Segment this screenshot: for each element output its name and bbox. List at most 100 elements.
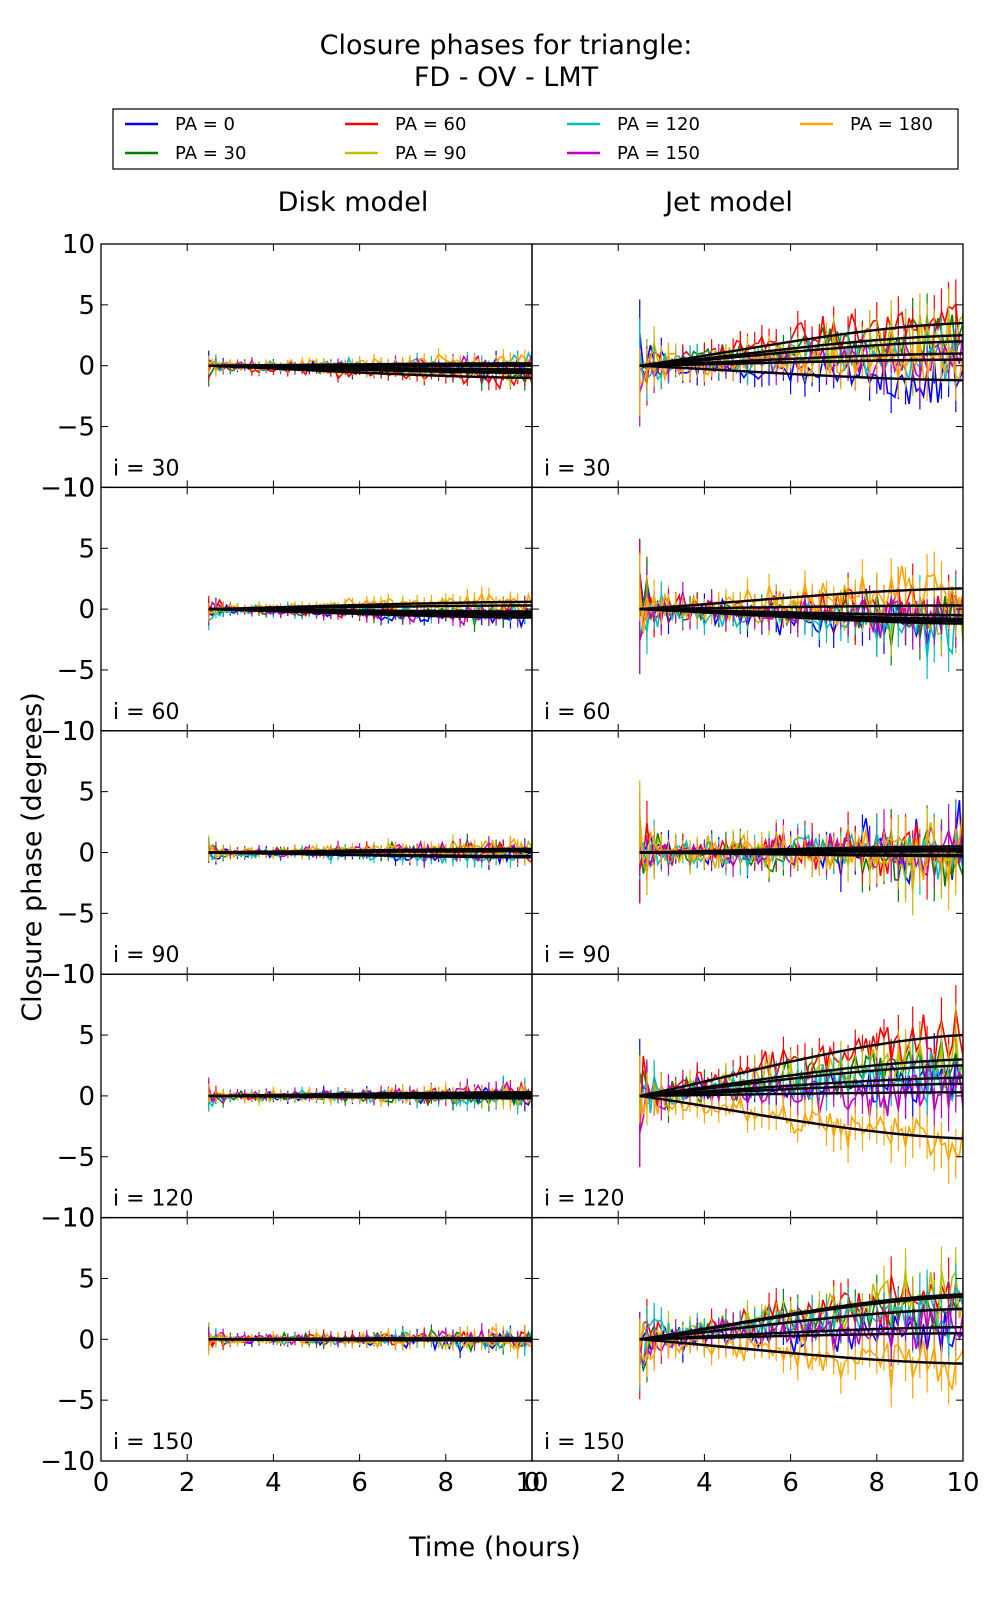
legend: PA = 0 PA = 60 PA = 120 PA = 180 PA = 30 PA =… (112, 108, 959, 170)
y-tick-label: 5 (78, 291, 95, 321)
model-curve (639, 1076, 963, 1098)
y-tick-label: −5 (57, 656, 95, 686)
model-curve (208, 607, 532, 617)
y-tick-label: 10 (62, 473, 95, 503)
row-label: i = 30 (113, 456, 180, 481)
model-curve (639, 321, 963, 367)
model-curve (639, 1325, 963, 1341)
model-curve (639, 358, 963, 367)
panel: i = 120 (531, 973, 964, 1219)
model-curve (208, 851, 532, 859)
row-label: i = 60 (544, 700, 611, 725)
row-label: i = 90 (544, 943, 611, 968)
model-curve (639, 607, 963, 617)
model-curve (639, 607, 963, 625)
y-tick-label: 5 (78, 1021, 95, 1051)
panel-plot-area (208, 1075, 532, 1115)
y-tick-label: 0 (78, 352, 95, 382)
x-tick-label: 10 (515, 1468, 548, 1498)
y-tick-label: −10 (40, 1447, 95, 1477)
x-tick-label: 8 (869, 1468, 886, 1498)
figure-title-line2: FD - OV - LMT (414, 62, 599, 93)
model-curve (208, 600, 532, 611)
model-curve (639, 364, 963, 382)
panel-plot-area (639, 279, 963, 427)
model-curve (639, 848, 963, 854)
y-tick-label: −5 (57, 1386, 95, 1416)
figure-title-line1: Closure phases for triangle: (320, 30, 693, 61)
x-tick-label: 2 (610, 1468, 627, 1498)
row-label: i = 150 (544, 1430, 625, 1455)
model-curve (639, 1307, 963, 1341)
data-line-pa180 (639, 810, 963, 884)
y-tick-label: 5 (78, 1264, 95, 1294)
legend-label: PA = 90 (395, 143, 466, 164)
y-tick-label: −5 (57, 413, 95, 443)
row-label: i = 60 (113, 700, 180, 725)
data-line-pa150 (208, 1080, 532, 1104)
legend-label: PA = 150 (617, 143, 700, 164)
model-curve (639, 587, 963, 611)
row-label: i = 120 (113, 1187, 194, 1212)
y-tick-label: 5 (78, 534, 95, 564)
y-tick-label: 5 (78, 778, 95, 808)
y-tick-label: −10 (40, 960, 95, 990)
panel-plot-area (208, 833, 532, 872)
legend-label: PA = 180 (850, 114, 933, 135)
y-tick-label: 0 (78, 1325, 95, 1355)
panel-plot-area (639, 1246, 963, 1408)
data-line-pa60 (639, 813, 963, 877)
x-tick-label: 0 (93, 1468, 110, 1498)
x-tick-label: 6 (782, 1468, 799, 1498)
panel-plot-area (208, 586, 532, 632)
panel: −10 −5 0 5 10 i = 30 (40, 230, 533, 503)
y-tick-label: 0 (78, 839, 95, 869)
y-axis-label: Closure phase (degrees) (17, 692, 48, 1022)
model-curve (639, 340, 963, 367)
data-line-pa180 (639, 565, 963, 634)
model-curve (639, 1058, 963, 1098)
x-tick-label: 6 (351, 1468, 368, 1498)
panel: 0 2 4 6 8 10 i = 150 (524, 1216, 980, 1498)
model-curve (208, 362, 532, 367)
model-curve (639, 1094, 963, 1140)
x-tick-label: 0 (524, 1468, 541, 1498)
model-curve (639, 1091, 963, 1098)
panel: i = 90 (531, 730, 964, 975)
x-axis-label: Time (hours) (408, 1532, 581, 1563)
x-tick-label: 4 (696, 1468, 713, 1498)
row-label: i = 150 (113, 1430, 194, 1455)
y-tick-label: −5 (57, 899, 95, 929)
y-tick-label: −10 (40, 1204, 95, 1234)
panel-plot-area (639, 985, 963, 1185)
y-tick-label: 0 (78, 1082, 95, 1112)
model-curve (639, 604, 963, 611)
legend-label: PA = 0 (175, 114, 235, 135)
x-tick-label: 4 (265, 1468, 282, 1498)
x-tick-label: 2 (179, 1468, 196, 1498)
y-tick-label: 10 (62, 960, 95, 990)
x-tick-label: 10 (946, 1468, 979, 1498)
data-line-pa120 (208, 1330, 532, 1351)
panel: −10 −5 0 5 10 i = 60 (40, 473, 533, 747)
x-tick-label: 8 (438, 1468, 455, 1498)
model-curve (208, 1093, 532, 1098)
legend-label: PA = 60 (395, 114, 466, 135)
model-curve (639, 1293, 963, 1341)
row-label: i = 30 (544, 456, 611, 481)
model-curve (208, 848, 532, 854)
y-tick-label: 10 (62, 1204, 95, 1234)
y-tick-label: 10 (62, 230, 95, 260)
row-label: i = 120 (544, 1187, 625, 1212)
panel-plot-area (639, 780, 963, 916)
legend-label: PA = 30 (175, 143, 246, 164)
data-line-pa120 (639, 1051, 963, 1114)
y-tick-label: −10 (40, 717, 95, 747)
y-tick-label: −5 (57, 1143, 95, 1173)
panel: −10 −5 0 5 10 i = 90 (40, 717, 533, 990)
y-tick-label: 0 (78, 595, 95, 625)
legend-label: PA = 120 (617, 114, 700, 135)
panel: i = 60 (531, 486, 964, 732)
